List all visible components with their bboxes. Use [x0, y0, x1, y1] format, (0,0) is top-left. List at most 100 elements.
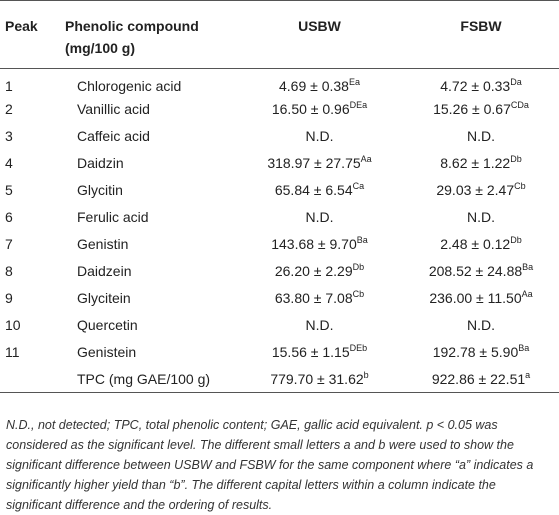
table-row: 3 Caffeic acid N.D. N.D. — [0, 123, 559, 150]
fsbw-value-cell-text: 208.52 ± 24.88 — [428, 263, 523, 279]
fsbw-value-cell: 192.78 ± 5.90Ba — [403, 339, 559, 366]
peak-cell-text: 4 — [5, 155, 13, 171]
fsbw-significance-letters: Da — [510, 77, 522, 88]
compound-name-cell: TPC (mg GAE/100 g) — [58, 366, 236, 393]
fsbw-significance-letters: Aa — [521, 289, 533, 299]
fsbw-significance-letters: Db — [510, 154, 522, 164]
peak-cell: 9 — [0, 285, 58, 312]
compound-name-cell-text: Caffeic acid — [77, 128, 150, 144]
compound-name-cell: Vanillic acid — [58, 96, 236, 123]
compound-name-cell: Glycitein — [58, 285, 236, 312]
compound-name-cell-text: Daidzin — [77, 155, 124, 171]
usbw-significance-letters: Ba — [356, 235, 368, 245]
peak-cell-text: 11 — [5, 344, 20, 360]
usbw-value-cell-text: 318.97 ± 27.75 — [267, 155, 361, 171]
usbw-value-cell: N.D. — [236, 123, 403, 150]
fsbw-significance-letters: Ba — [522, 262, 534, 272]
table-row: TPC (mg GAE/100 g) 779.70 ± 31.62b 922.86 … — [0, 366, 559, 393]
usbw-value-cell: 779.70 ± 31.62b — [236, 366, 403, 393]
compound-name-cell: Genistin — [58, 231, 236, 258]
peak-cell: 7 — [0, 231, 58, 258]
peak-cell — [0, 366, 58, 393]
usbw-significance-letters: Db — [352, 262, 365, 272]
fsbw-value-cell-text: N.D. — [467, 128, 495, 144]
fsbw-significance-letters: Cb — [514, 181, 526, 191]
table-row: 8 Daidzein 26.20 ± 2.29Db 208.52 ± 24.88Ba — [0, 258, 559, 285]
peak-cell: 8 — [0, 258, 58, 285]
fsbw-value-cell-text: N.D. — [467, 209, 495, 225]
usbw-significance-letters: Cb — [352, 289, 365, 299]
table-row: 6 Ferulic acid N.D. N.D. — [0, 204, 559, 231]
peak-cell: 6 — [0, 204, 58, 231]
peak-cell-text: 3 — [5, 128, 13, 144]
table-row: 5 Glycitin 65.84 ± 6.54Ca 29.03 ± 2.47Cb — [0, 177, 559, 204]
usbw-value-cell: 26.20 ± 2.29Db — [236, 258, 403, 285]
compound-name-cell-text: TPC (mg GAE/100 g) — [77, 370, 211, 387]
compound-name-cell-text: Genistein — [77, 344, 137, 360]
usbw-value-cell-text: 4.69 ± 0.38 — [279, 78, 349, 95]
usbw-significance-letters: DEb — [349, 343, 368, 353]
table-row: 4 Daidzin 318.97 ± 27.75Aa 8.62 ± 1.22Db — [0, 150, 559, 177]
usbw-value-cell-text: 16.50 ± 0.96 — [271, 101, 350, 117]
fsbw-value-cell-text: 4.72 ± 0.33 — [440, 78, 511, 95]
phenolic-compound-table: Peak Phenolic compound (mg/100 g) USBW F… — [0, 0, 559, 393]
peak-cell: 2 — [0, 96, 58, 123]
table-row: 10 Quercetin N.D. N.D. — [0, 312, 559, 339]
compound-name-cell: Daidzein — [58, 258, 236, 285]
compound-name-cell-text: Glycitein — [77, 290, 131, 306]
peak-cell-text: 8 — [5, 263, 13, 279]
peak-cell-text: 10 — [5, 317, 21, 333]
usbw-value-cell-text: 26.20 ± 2.29 — [274, 263, 353, 279]
usbw-value-cell: 15.56 ± 1.15DEb — [236, 339, 403, 366]
table-header: Peak Phenolic compound (mg/100 g) USBW F… — [0, 0, 559, 69]
fsbw-value-cell: 8.62 ± 1.22Db — [403, 150, 559, 177]
compound-name-cell-text: Quercetin — [77, 317, 138, 333]
fsbw-value-cell: 29.03 ± 2.47Cb — [403, 177, 559, 204]
peak-cell: 11 — [0, 339, 58, 366]
usbw-significance-letters: b — [363, 369, 369, 380]
peak-cell-text: 6 — [5, 209, 13, 225]
compound-name-cell-text: Daidzein — [77, 263, 132, 279]
peak-cell: 5 — [0, 177, 58, 204]
table-row: 9 Glycitein 63.80 ± 7.08Cb 236.00 ± 11.50Aa — [0, 285, 559, 312]
fsbw-value-cell: N.D. — [403, 123, 559, 150]
fsbw-value-cell-text: 2.48 ± 0.12 — [440, 236, 511, 252]
fsbw-value-cell: N.D. — [403, 312, 559, 339]
table-body: 1 Chlorogenic acid 4.69 ± 0.38Ea 4.72 ± 0.3… — [0, 69, 559, 393]
usbw-value-cell: 63.80 ± 7.08Cb — [236, 285, 403, 312]
compound-name-cell: Ferulic acid — [58, 204, 236, 231]
usbw-value-cell-text: 143.68 ± 9.70 — [271, 236, 357, 252]
peak-cell-text: 7 — [5, 236, 13, 252]
usbw-value-cell: 143.68 ± 9.70Ba — [236, 231, 403, 258]
header-usbw: USBW — [298, 18, 341, 34]
usbw-value-cell: N.D. — [236, 312, 403, 339]
peak-cell-text: 1 — [5, 78, 13, 95]
usbw-value-cell: 16.50 ± 0.96DEa — [236, 96, 403, 123]
usbw-value-cell-text: N.D. — [305, 128, 334, 144]
fsbw-value-cell: 2.48 ± 0.12Db — [403, 231, 559, 258]
compound-name-cell: Glycitin — [58, 177, 236, 204]
table-footnote: N.D., not detected; TPC, total phenolic … — [6, 418, 534, 512]
peak-cell: 4 — [0, 150, 58, 177]
peak-cell: 3 — [0, 123, 58, 150]
usbw-value-cell: 4.69 ± 0.38Ea — [236, 69, 403, 96]
table-row: 7 Genistin 143.68 ± 9.70Ba 2.48 ± 0.12Db — [0, 231, 559, 258]
fsbw-value-cell: 4.72 ± 0.33Da — [403, 69, 559, 96]
usbw-significance-letters: Aa — [360, 154, 372, 164]
compound-name-cell: Quercetin — [58, 312, 236, 339]
table-row: 1 Chlorogenic acid 4.69 ± 0.38Ea 4.72 ± 0.3… — [0, 69, 559, 96]
fsbw-significance-letters: Db — [510, 235, 522, 245]
compound-name-cell: Daidzin — [58, 150, 236, 177]
peak-cell: 10 — [0, 312, 58, 339]
compound-name-cell-text: Vanillic acid — [77, 101, 150, 117]
compound-name-cell-text: Genistin — [77, 236, 129, 252]
usbw-value-cell: 65.84 ± 6.54Ca — [236, 177, 403, 204]
compound-name-cell-text: Ferulic acid — [77, 209, 149, 225]
usbw-value-cell-text: 15.56 ± 1.15 — [271, 344, 350, 360]
fsbw-value-cell: N.D. — [403, 204, 559, 231]
usbw-value-cell-text: N.D. — [305, 209, 334, 225]
table-row: 2 Vanillic acid 16.50 ± 0.96DEa 15.26 ± 0.6… — [0, 96, 559, 123]
fsbw-significance-letters: CDa — [510, 100, 529, 110]
usbw-value-cell-text: 65.84 ± 6.54 — [274, 182, 353, 198]
usbw-significance-letters: Ea — [348, 77, 360, 88]
